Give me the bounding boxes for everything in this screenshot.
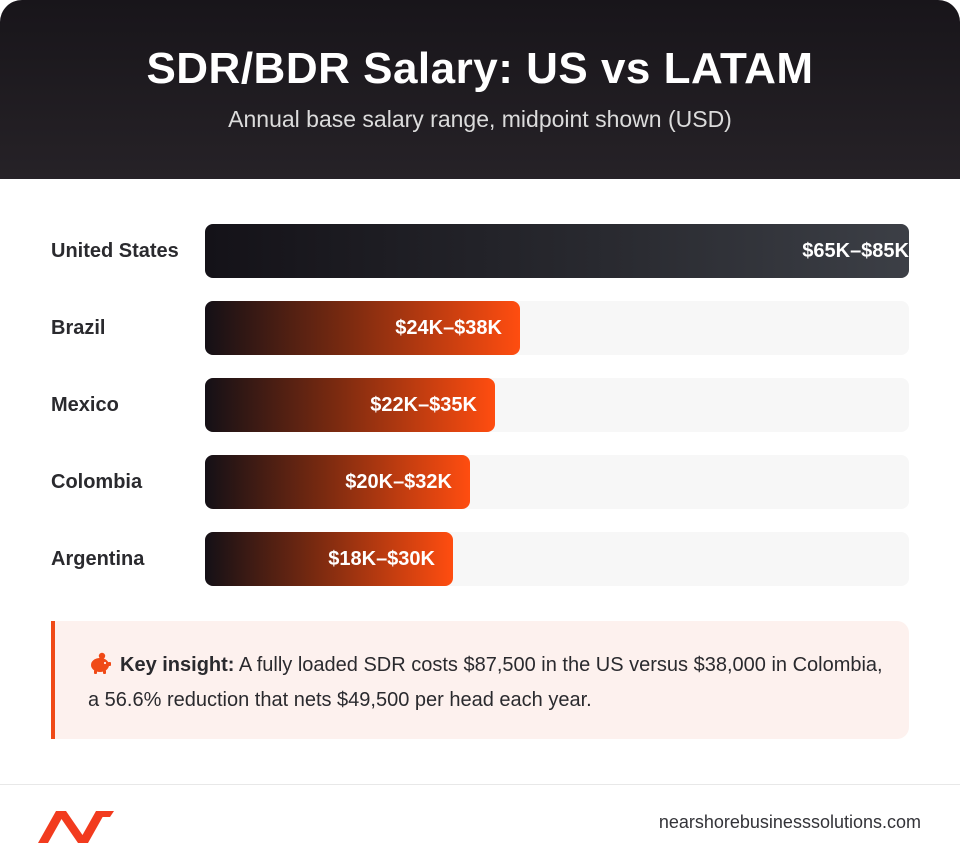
header: SDR/BDR Salary: US vs LATAM Annual base … xyxy=(0,0,960,179)
website-url: nearshorebusinesssolutions.com xyxy=(658,812,921,832)
bar-track: $22K–$35K xyxy=(205,378,909,432)
insight-callout: Key insight: A fully loaded SDR costs $8… xyxy=(51,621,909,739)
bar-value-label: $65K–$85K xyxy=(802,240,909,262)
salary-bar: $20K–$32K xyxy=(205,455,470,509)
insight-text-block: Key insight: A fully loaded SDR costs $8… xyxy=(88,649,888,716)
category-label: Argentina xyxy=(51,548,145,570)
salary-bar: $24K–$38K xyxy=(205,301,520,355)
bar-value-label: $20K–$32K xyxy=(345,471,452,493)
category-label: Mexico xyxy=(51,394,119,416)
page-subtitle: Annual base salary range, midpoint shown… xyxy=(228,106,732,132)
bar-track: $18K–$30K xyxy=(205,532,909,586)
bar-row: Argentina $18K–$30K xyxy=(0,532,960,586)
bar-track: $65K–$85K xyxy=(205,224,909,278)
bar-track: $20K–$32K xyxy=(205,455,909,509)
page-title: SDR/BDR Salary: US vs LATAM xyxy=(146,44,814,93)
category-label: Brazil xyxy=(51,317,106,339)
bar-row: Mexico $22K–$35K xyxy=(0,378,960,432)
category-label: United States xyxy=(51,240,179,262)
insight-lead: Key insight: xyxy=(120,654,235,676)
bar-value-label: $24K–$38K xyxy=(395,317,502,339)
nearshore-logo-icon xyxy=(38,803,116,850)
salary-bar-chart: United States $65K–$85K Brazil $24K–$38K Mex… xyxy=(0,179,960,609)
salary-bar: $22K–$35K xyxy=(205,378,495,432)
piggy-bank-icon xyxy=(88,652,112,684)
footer-divider xyxy=(0,784,960,785)
bar-row: Colombia $20K–$32K xyxy=(0,455,960,509)
salary-bar: $18K–$30K xyxy=(205,532,453,586)
bar-track: $24K–$38K xyxy=(205,301,909,355)
bar-row: Brazil $24K–$38K xyxy=(0,301,960,355)
salary-bar: $65K–$85K xyxy=(205,224,909,278)
bar-row: United States $65K–$85K xyxy=(0,224,960,278)
insight-body: A fully loaded SDR costs $87,500 in the … xyxy=(88,654,883,711)
bar-value-label: $18K–$30K xyxy=(328,548,435,570)
bar-value-label: $22K–$35K xyxy=(370,394,477,416)
category-label: Colombia xyxy=(51,471,143,493)
